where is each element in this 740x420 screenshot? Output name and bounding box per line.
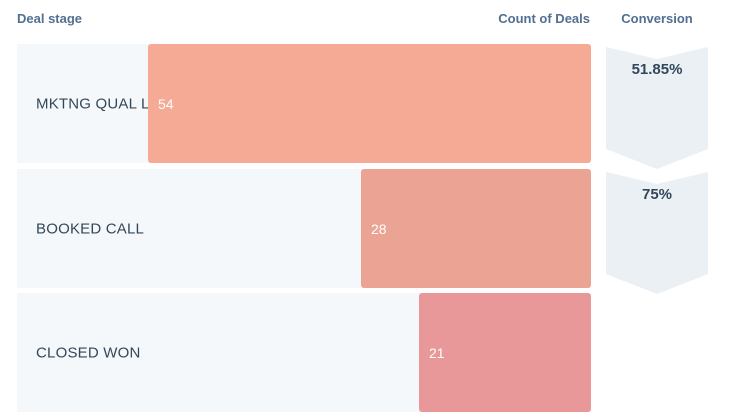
deal-count-bar[interactable]: 28 <box>361 169 591 288</box>
deal-count-label: 21 <box>429 344 445 361</box>
deal-stage-header: Deal stage <box>17 11 83 26</box>
count-of-deals-header: Count of Deals <box>498 11 590 26</box>
stage-label: MKTNG QUAL LEA... <box>36 95 184 112</box>
deal-count-label: 54 <box>158 95 174 112</box>
deal-count-bar[interactable]: 54 <box>148 44 591 163</box>
conversion-rate: 51.85% <box>631 61 683 78</box>
conversion-chevron: 75% <box>606 172 708 294</box>
deal-count-bar[interactable]: 21 <box>419 293 591 412</box>
funnel-row: CLOSED WON 21 <box>17 293 591 412</box>
conversion-rate: 75% <box>641 186 673 203</box>
chevron-path <box>606 172 708 294</box>
deal-count-label: 28 <box>371 220 387 237</box>
chevron-shape <box>606 172 708 294</box>
conversion-chevron: 51.85% <box>606 47 708 169</box>
chevron-shape <box>606 47 708 169</box>
funnel-row: MKTNG QUAL LEA... 54 <box>17 44 591 163</box>
stage-label: BOOKED CALL <box>36 220 145 237</box>
chevron-path <box>606 47 708 169</box>
conversion-header: Conversion <box>621 11 693 26</box>
stage-label: CLOSED WON <box>36 344 141 361</box>
funnel-row: BOOKED CALL 28 <box>17 169 591 288</box>
